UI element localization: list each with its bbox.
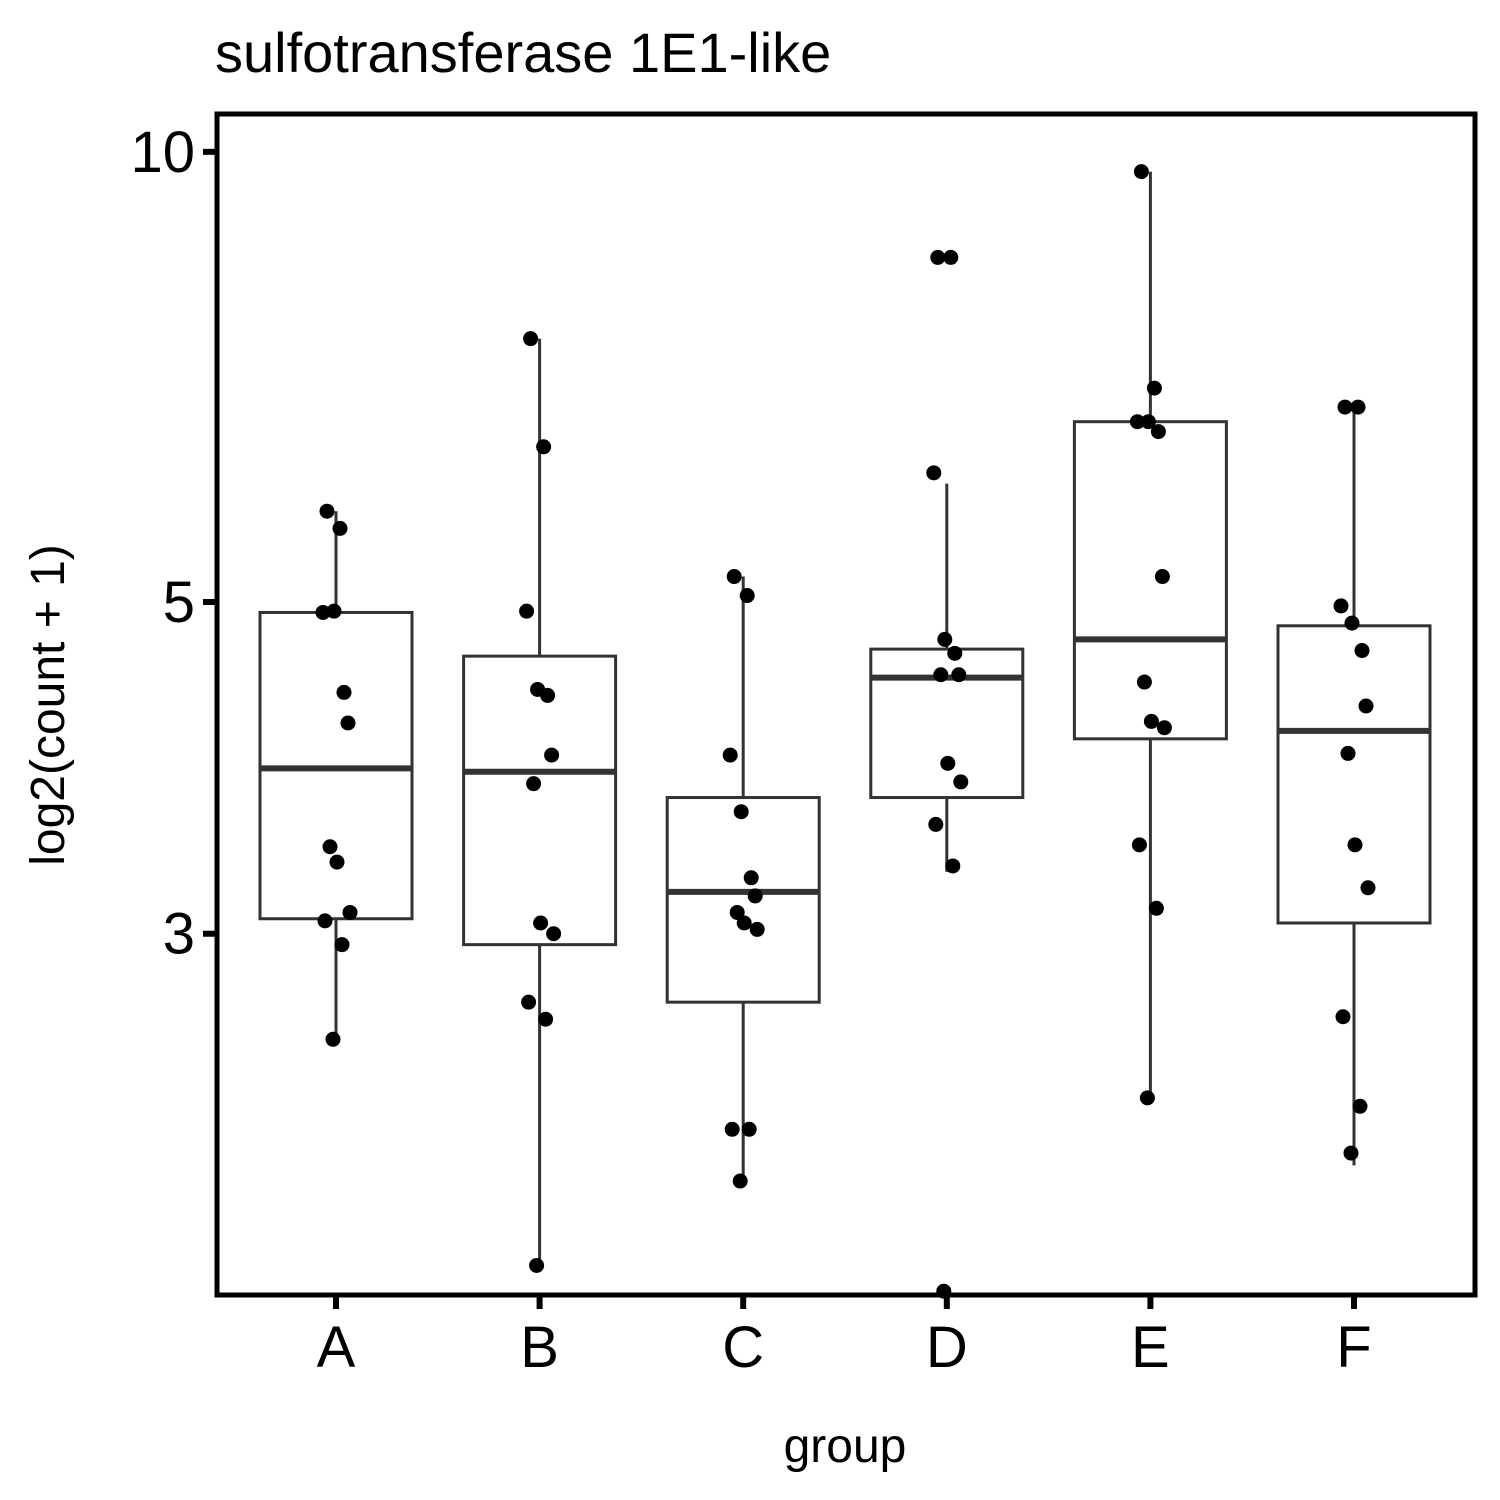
data-point-d	[926, 465, 942, 481]
data-point-f	[1354, 643, 1370, 659]
data-point-d	[928, 816, 944, 832]
data-point-c	[724, 1121, 740, 1137]
data-point-d	[947, 645, 963, 661]
data-point-b	[526, 776, 542, 792]
plot-border	[214, 111, 1478, 1298]
y-tick-label: 5	[163, 570, 195, 635]
data-point-e	[1133, 164, 1149, 180]
data-point-d	[937, 631, 953, 647]
data-point-c	[729, 904, 745, 920]
plot-area: 3 5 10 A B C D E F	[130, 111, 1478, 1380]
data-point-c	[739, 588, 755, 604]
data-point-c	[743, 870, 759, 886]
x-tick-label: A	[317, 1315, 356, 1380]
data-point-f	[1343, 1145, 1359, 1161]
data-point-c	[733, 804, 749, 820]
x-tick-label: E	[1131, 1315, 1170, 1380]
data-point-c	[732, 1173, 748, 1189]
data-point-a	[315, 604, 331, 620]
data-point-d	[943, 249, 959, 265]
data-point-c	[736, 915, 752, 931]
data-point-a	[317, 913, 333, 929]
x-tick-label: F	[1336, 1315, 1371, 1380]
data-point-e	[1131, 837, 1147, 853]
data-point-c	[749, 921, 765, 937]
data-point-e	[1129, 414, 1145, 430]
data-point-c	[722, 747, 738, 763]
y-axis-title: log2(count + 1)	[22, 544, 75, 866]
x-tick-label: B	[520, 1315, 559, 1380]
data-point-a	[319, 503, 335, 519]
data-point-d	[933, 667, 949, 683]
data-point-b	[536, 439, 552, 455]
data-point-e	[1154, 569, 1170, 585]
data-point-c	[741, 1121, 757, 1137]
data-point-d	[940, 755, 956, 771]
data-point-a	[342, 904, 358, 920]
data-point-a	[329, 854, 345, 870]
data-point-e	[1136, 674, 1152, 690]
data-point-f	[1333, 598, 1349, 614]
data-point-e	[1156, 720, 1172, 736]
data-point-a	[325, 1031, 341, 1047]
data-point-f	[1352, 1098, 1368, 1114]
y-tick-label: 3	[163, 902, 195, 967]
data-point-d	[945, 858, 961, 874]
chart-title: sulfotransferase 1E1-like	[215, 21, 831, 84]
data-point-b	[519, 603, 535, 619]
data-point-f	[1335, 1009, 1351, 1025]
data-point-b	[523, 331, 539, 347]
box-b	[462, 654, 618, 947]
data-point-e	[1146, 380, 1162, 396]
data-point-e	[1139, 1090, 1155, 1106]
box-e	[1072, 420, 1228, 741]
x-tick-label: C	[722, 1315, 764, 1380]
data-point-f	[1358, 698, 1374, 714]
data-point-f	[1340, 745, 1356, 761]
data-point-b	[521, 994, 537, 1010]
data-point-e	[1148, 900, 1164, 916]
data-point-b	[538, 1011, 554, 1027]
data-point-b	[540, 687, 556, 703]
data-point-a	[334, 937, 350, 953]
data-point-c	[747, 888, 763, 904]
data-point-a	[326, 603, 342, 619]
data-point-f	[1350, 399, 1366, 415]
data-point-d	[930, 249, 946, 265]
data-point-d	[953, 774, 969, 790]
data-point-e	[1143, 713, 1159, 729]
data-point-b	[544, 747, 560, 763]
data-point-b	[533, 915, 549, 931]
data-point-f	[1360, 880, 1376, 896]
box-f	[1276, 624, 1432, 925]
data-point-c	[726, 569, 742, 585]
data-point-a	[332, 520, 348, 536]
data-point-e	[1150, 424, 1166, 440]
data-point-b	[529, 1257, 545, 1273]
data-point-a	[322, 839, 338, 855]
data-point-e	[1140, 414, 1156, 430]
data-point-b	[546, 926, 562, 942]
x-axis-title: group	[784, 1420, 907, 1473]
data-point-a	[340, 715, 356, 731]
data-point-f	[1347, 837, 1363, 853]
box-c	[665, 796, 821, 1004]
data-point-d	[951, 667, 967, 683]
x-tick-label: D	[926, 1315, 968, 1380]
y-tick-label: 10	[130, 120, 195, 185]
data-point-a	[336, 684, 352, 700]
data-point-f	[1337, 399, 1353, 415]
data-point-f	[1344, 615, 1360, 631]
